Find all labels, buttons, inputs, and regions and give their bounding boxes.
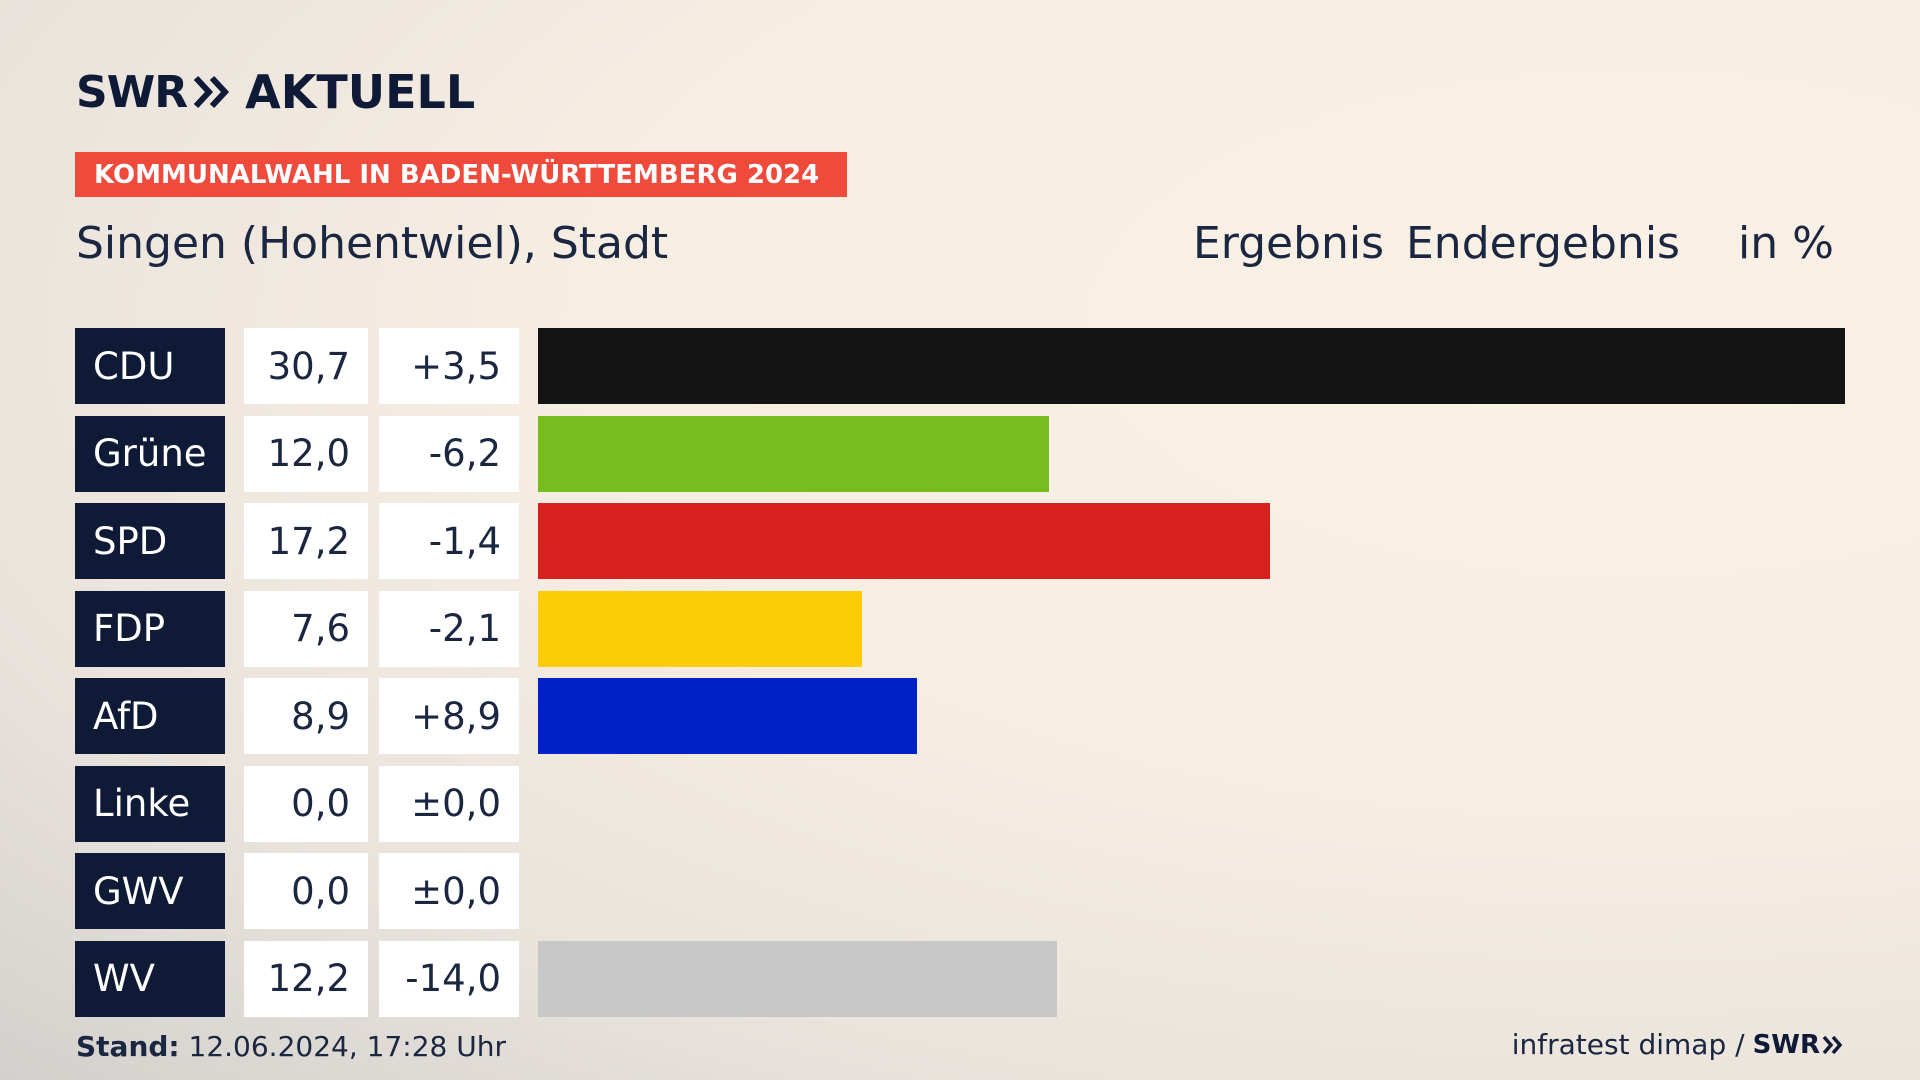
bar-3 (538, 590, 862, 667)
diff-label: +3,5 (379, 328, 519, 404)
header-ergebnis: Ergebnis (1193, 218, 1385, 269)
party-label: SPD (75, 503, 225, 579)
footer-double-chevron-icon (1822, 1035, 1843, 1054)
footer-swr-logo: SWR (1752, 1029, 1820, 1060)
value-label: 12,0 (244, 415, 368, 492)
diff-label: -6,2 (379, 415, 519, 492)
diff-label: +8,9 (379, 678, 519, 754)
footer-source: infratest dimap / SWR (1512, 1028, 1844, 1061)
value-label: 12,2 (244, 940, 368, 1017)
logo-swr-text: SWR (76, 66, 188, 118)
value-label: 30,7 (244, 328, 368, 404)
footer-stand: Stand: 12.06.2024, 17:28 Uhr (76, 1030, 506, 1063)
header-endergebnis: Endergebnis (1406, 218, 1680, 269)
swr-aktuell-logo: SWR AKTUELL (76, 62, 475, 122)
party-label: CDU (75, 328, 225, 404)
value-label: 7,6 (244, 590, 368, 667)
diff-label: -1,4 (379, 503, 519, 579)
logo-aktuell-text: AKTUELL (245, 65, 476, 119)
party-label: Linke (75, 765, 225, 842)
election-banner: KOMMUNALWAHL IN BADEN-WÜRTTEMBERG 2024 (75, 152, 847, 197)
bar-2 (538, 503, 1270, 579)
bar-0 (538, 328, 1845, 404)
diff-label: -14,0 (379, 940, 519, 1017)
value-label: 0,0 (244, 765, 368, 842)
header-unit: in % (1738, 218, 1834, 269)
party-label: Grüne (75, 415, 225, 492)
value-label: 0,0 (244, 853, 368, 929)
double-chevron-icon (193, 75, 230, 109)
stand-value: 12.06.2024, 17:28 Uhr (179, 1030, 506, 1063)
party-label: FDP (75, 590, 225, 667)
stand-label: Stand: (76, 1030, 180, 1063)
party-label: GWV (75, 853, 225, 929)
diff-label: ±0,0 (379, 853, 519, 929)
party-label: AfD (75, 678, 225, 754)
bar-1 (538, 415, 1049, 492)
value-label: 17,2 (244, 503, 368, 579)
diff-label: -2,1 (379, 590, 519, 667)
bar-4 (538, 678, 917, 754)
place-title: Singen (Hohentwiel), Stadt (76, 218, 669, 269)
diff-label: ±0,0 (379, 765, 519, 842)
value-label: 8,9 (244, 678, 368, 754)
bar-7 (538, 940, 1057, 1017)
source-text: infratest dimap / (1511, 1028, 1745, 1061)
party-label: WV (75, 940, 225, 1017)
